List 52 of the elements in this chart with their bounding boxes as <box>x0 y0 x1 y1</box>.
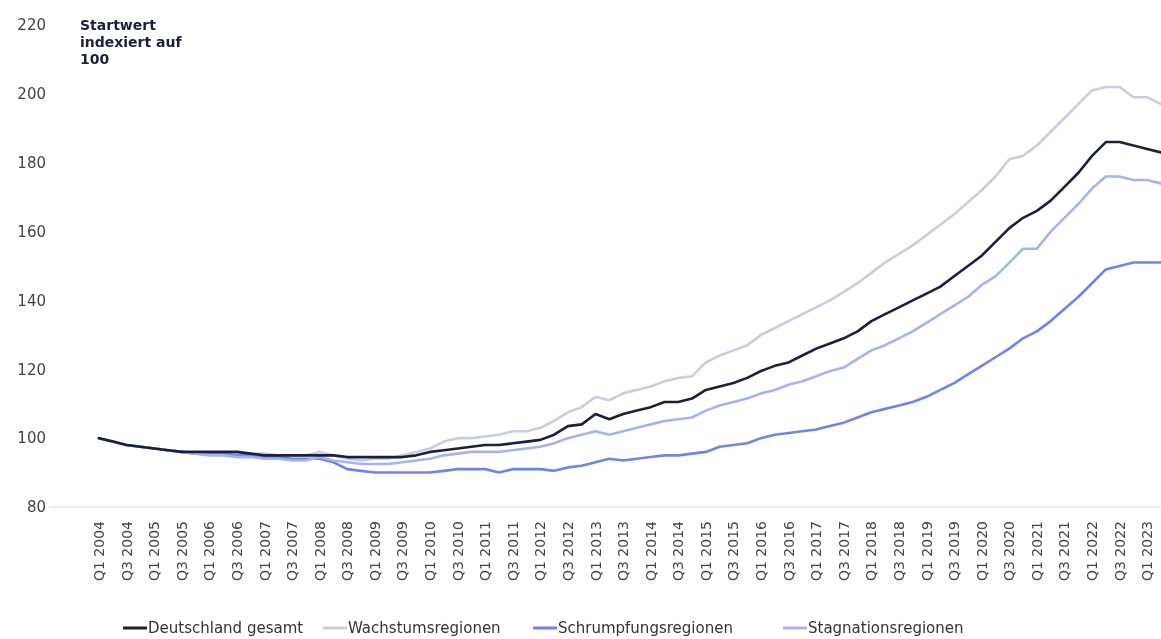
y-tick-label: 220 <box>17 16 46 35</box>
legend-label: Deutschland gesamt <box>148 619 304 638</box>
y-tick-label: 140 <box>17 291 46 310</box>
x-tick-label: Q3 2020 <box>1001 521 1018 582</box>
x-tick-label: Q1 2022 <box>1084 521 1101 582</box>
x-tick-label: Q3 2022 <box>1111 521 1128 582</box>
x-tick-label: Q3 2011 <box>504 521 521 582</box>
x-tick-label: Q3 2012 <box>559 521 576 582</box>
y-tick-label: 100 <box>17 429 46 448</box>
x-tick-label: Q1 2007 <box>256 521 273 582</box>
x-tick-label: Q1 2018 <box>863 521 880 582</box>
y-tick-label: 120 <box>17 360 46 379</box>
x-tick-label: Q1 2013 <box>587 521 604 582</box>
x-tick-label: Q1 2009 <box>366 521 383 582</box>
x-tick-label: Q1 2005 <box>146 521 163 582</box>
x-tick-label: Q3 2021 <box>1056 521 1073 582</box>
y-tick-label: 80 <box>26 498 46 517</box>
x-tick-label: Q1 2004 <box>91 520 107 582</box>
x-tick-label: Q3 2007 <box>284 521 301 582</box>
y-tick-label: 200 <box>17 85 46 104</box>
x-tick-label: Q3 2015 <box>725 521 742 582</box>
y-tick-label: 160 <box>17 222 46 241</box>
x-tick-label: Q3 2005 <box>173 521 190 582</box>
x-tick-label: Q1 2012 <box>532 521 549 582</box>
x-tick-label: Q1 2019 <box>918 521 935 582</box>
y-axis-title: Startwert indexiert auf 100 <box>80 16 183 67</box>
x-tick-label: Q1 2006 <box>201 520 218 582</box>
x-tick-label: Q1 2020 <box>973 521 990 582</box>
x-tick-label: Q3 2008 <box>339 521 356 582</box>
x-tick-label: Q1 2010 <box>422 521 439 582</box>
x-tick-label: Q1 2023 <box>1139 521 1156 582</box>
x-tick-label: Q1 2021 <box>1028 521 1045 582</box>
y-tick-label: 180 <box>17 153 46 172</box>
x-tick-label: Q3 2016 <box>780 520 797 582</box>
x-tick-label: Q1 2015 <box>697 521 714 582</box>
x-tick-label: Q3 2019 <box>946 521 963 582</box>
x-tick-label: Q3 2010 <box>449 521 466 582</box>
x-tick-label: Q3 2018 <box>890 521 907 582</box>
x-tick-label: Q3 2004 <box>118 520 135 582</box>
x-tick-label: Q1 2017 <box>808 521 825 582</box>
legend-label: Wachstumsregionen <box>348 619 501 638</box>
x-tick-label: Q3 2013 <box>615 521 632 582</box>
legend-label: Stagnationsregionen <box>808 619 964 638</box>
x-tick-label: Q3 2017 <box>835 521 852 582</box>
x-tick-label: Q1 2014 <box>642 520 659 582</box>
legend-label: Schrumpfungsregionen <box>558 619 733 638</box>
x-tick-label: Q3 2014 <box>670 520 687 582</box>
x-tick-label: Q3 2006 <box>228 520 245 582</box>
x-tick-label: Q1 2016 <box>753 520 770 582</box>
x-tick-label: Q3 2009 <box>394 521 411 582</box>
x-tick-label: Q1 2011 <box>477 521 494 582</box>
x-tick-label: Q1 2008 <box>311 521 328 582</box>
